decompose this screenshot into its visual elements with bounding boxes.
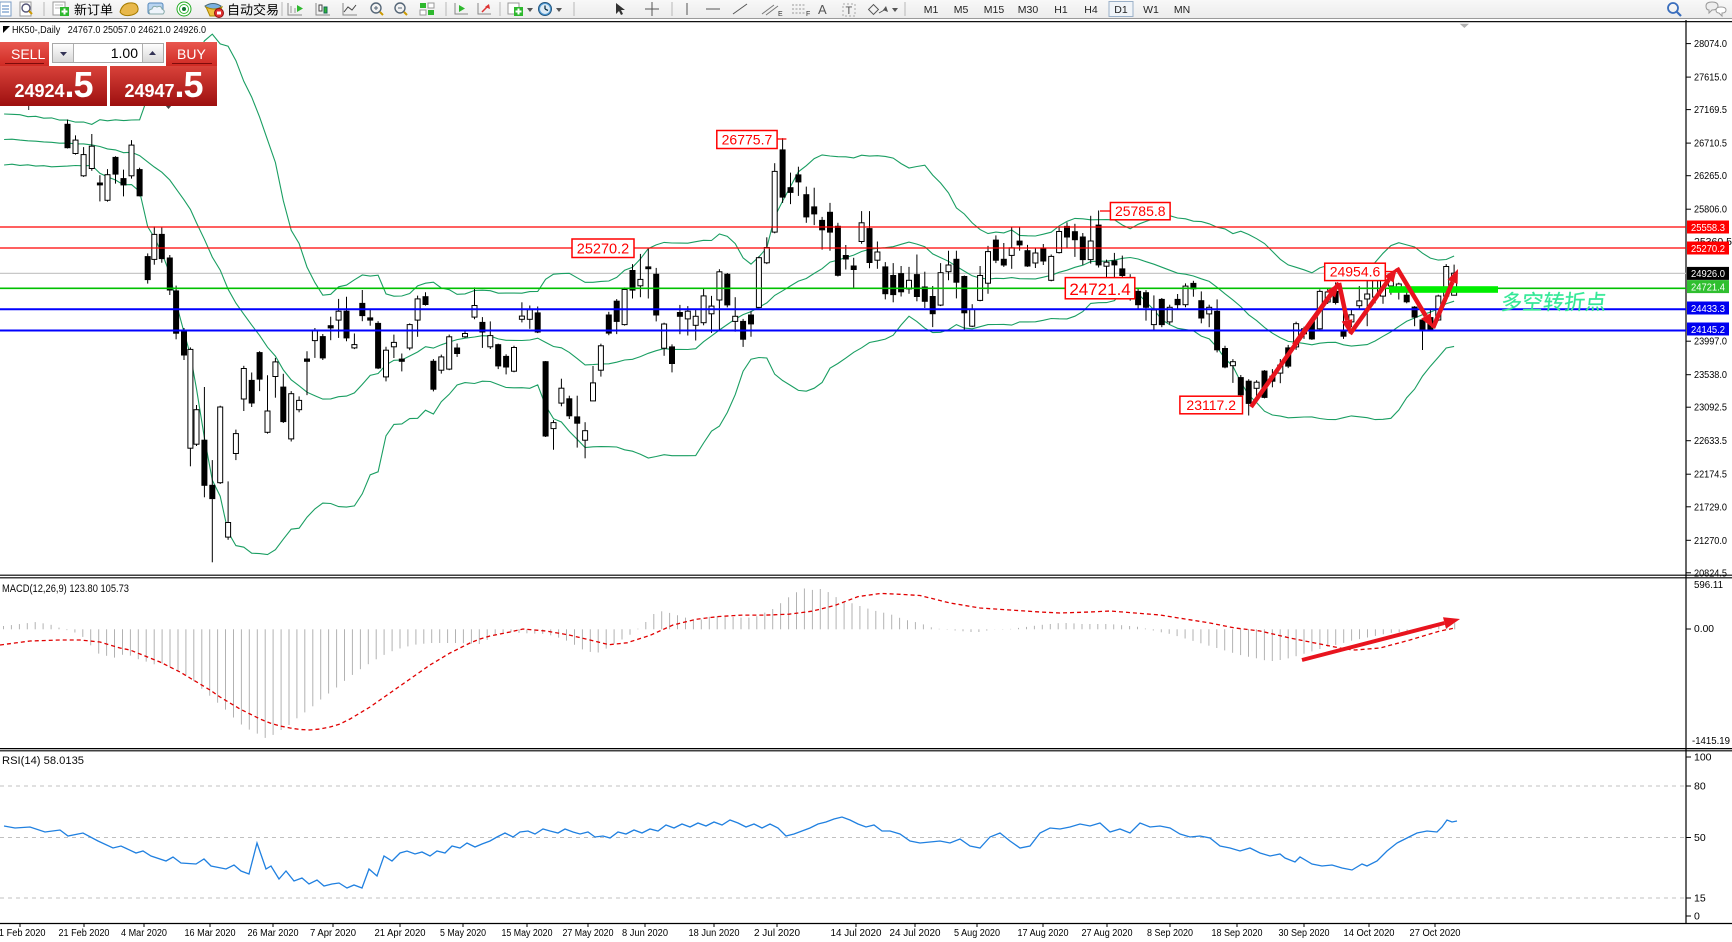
svg-text:7 Apr 2020: 7 Apr 2020 — [310, 928, 356, 939]
svg-text:23117.2: 23117.2 — [1186, 397, 1236, 413]
svg-text:14 Jul 2020: 14 Jul 2020 — [831, 928, 882, 939]
svg-text:H4: H4 — [1084, 4, 1098, 16]
svg-text:8 Jun 2020: 8 Jun 2020 — [622, 928, 668, 939]
svg-text:26710.5: 26710.5 — [1694, 138, 1727, 150]
svg-text:15: 15 — [1694, 893, 1706, 905]
svg-text:50: 50 — [1694, 832, 1706, 844]
svg-text:24 Jul 2020: 24 Jul 2020 — [890, 928, 941, 939]
svg-text:23538.0: 23538.0 — [1694, 369, 1727, 381]
svg-text:25558.3: 25558.3 — [1691, 222, 1725, 234]
svg-text:F: F — [806, 11, 810, 18]
svg-text:21729.0: 21729.0 — [1694, 501, 1727, 513]
svg-text:W1: W1 — [1143, 4, 1159, 16]
svg-text:24721.4: 24721.4 — [1691, 281, 1725, 293]
svg-text:D1: D1 — [1114, 4, 1128, 16]
svg-text:28074.0: 28074.0 — [1694, 38, 1727, 50]
svg-text:22174.5: 22174.5 — [1694, 469, 1727, 481]
svg-text:HK50-,Daily 24767.0 25057.0: HK50-,Daily 24767.0 25057.0 24621.0 2492… — [12, 25, 206, 36]
svg-text:18 Sep 2020: 18 Sep 2020 — [1212, 928, 1263, 939]
svg-text:17 Aug 2020: 17 Aug 2020 — [1018, 928, 1069, 939]
svg-text:24926.0: 24926.0 — [1691, 268, 1725, 280]
svg-text:5 May 2020: 5 May 2020 — [440, 928, 486, 939]
svg-text:15 May 2020: 15 May 2020 — [502, 928, 553, 939]
svg-text:M1: M1 — [924, 4, 939, 16]
svg-text:14 Oct 2020: 14 Oct 2020 — [1344, 928, 1395, 939]
svg-text:25785.8: 25785.8 — [1115, 203, 1166, 219]
svg-text:18 Jun 2020: 18 Jun 2020 — [689, 928, 740, 939]
svg-text:H1: H1 — [1054, 4, 1068, 16]
svg-text:27 Aug 2020: 27 Aug 2020 — [1082, 928, 1133, 939]
svg-text:25806.0: 25806.0 — [1694, 204, 1727, 216]
svg-text:25270.2: 25270.2 — [577, 242, 629, 258]
svg-text:M5: M5 — [954, 4, 969, 16]
svg-text:5 Aug 2020: 5 Aug 2020 — [954, 928, 1000, 939]
svg-text:MN: MN — [1174, 4, 1190, 16]
svg-text:-1415.19: -1415.19 — [1692, 735, 1730, 747]
svg-text:22633.5: 22633.5 — [1694, 435, 1727, 447]
svg-text:21 Apr 2020: 21 Apr 2020 — [375, 928, 426, 939]
svg-text:30 Sep 2020: 30 Sep 2020 — [1279, 928, 1330, 939]
svg-text:MACD(12,26,9) 123.80 105.73: MACD(12,26,9) 123.80 105.73 — [2, 583, 129, 595]
svg-text:RSI(14) 58.0135: RSI(14) 58.0135 — [2, 755, 84, 767]
svg-text:100: 100 — [1694, 752, 1712, 764]
svg-text:27 May 2020: 27 May 2020 — [563, 928, 614, 939]
svg-text:26 Mar 2020: 26 Mar 2020 — [248, 928, 299, 939]
svg-text:A: A — [818, 2, 827, 17]
svg-text:26265.0: 26265.0 — [1694, 170, 1727, 182]
svg-text:27 Oct 2020: 27 Oct 2020 — [1410, 928, 1461, 939]
svg-text:T: T — [846, 5, 853, 17]
svg-text:4 Mar 2020: 4 Mar 2020 — [121, 928, 167, 939]
svg-text:16 Mar 2020: 16 Mar 2020 — [185, 928, 236, 939]
svg-text:27169.5: 27169.5 — [1694, 104, 1727, 116]
svg-text:26775.7: 26775.7 — [722, 132, 773, 148]
svg-text:11 Feb 2020: 11 Feb 2020 — [0, 928, 46, 939]
svg-text:M30: M30 — [1018, 4, 1039, 16]
svg-text:21 Feb 2020: 21 Feb 2020 — [59, 928, 110, 939]
svg-text:23997.0: 23997.0 — [1694, 336, 1727, 348]
svg-text:25270.2: 25270.2 — [1691, 243, 1725, 255]
svg-text:0: 0 — [1694, 911, 1700, 923]
svg-text:27615.0: 27615.0 — [1694, 72, 1727, 84]
svg-text:E: E — [778, 11, 783, 18]
svg-text:0.00: 0.00 — [1694, 623, 1714, 635]
svg-text:596.11: 596.11 — [1694, 579, 1723, 591]
svg-text:21270.0: 21270.0 — [1694, 535, 1727, 547]
svg-text:24145.2: 24145.2 — [1691, 324, 1725, 336]
svg-text:8 Sep 2020: 8 Sep 2020 — [1147, 928, 1193, 939]
svg-text:23092.5: 23092.5 — [1694, 402, 1727, 414]
svg-text:24721.4: 24721.4 — [1069, 280, 1130, 299]
svg-text:2 Jul 2020: 2 Jul 2020 — [754, 928, 800, 939]
svg-text:M15: M15 — [984, 4, 1005, 16]
svg-text:24954.6: 24954.6 — [1330, 264, 1381, 280]
svg-text:T: T — [26, 102, 32, 112]
svg-text:80: 80 — [1694, 781, 1706, 793]
svg-text:24433.3: 24433.3 — [1691, 303, 1725, 315]
svg-text:20824.5: 20824.5 — [1694, 567, 1727, 579]
